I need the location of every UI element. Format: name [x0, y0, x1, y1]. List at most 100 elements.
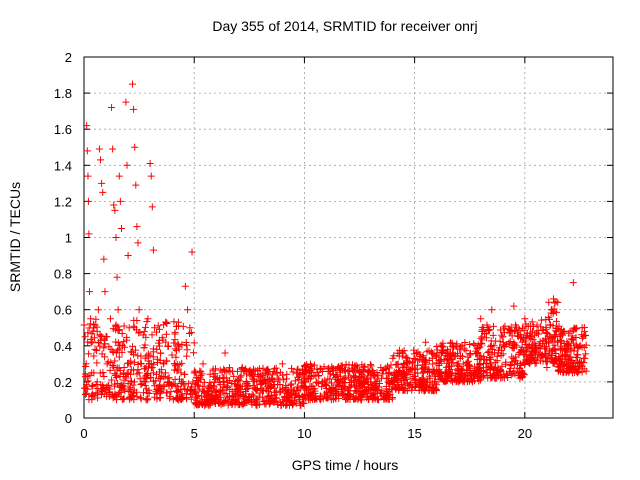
data-point: [517, 331, 525, 339]
data-point: [85, 396, 93, 404]
data-point: [522, 341, 530, 349]
data-point: [112, 322, 120, 330]
data-point: [318, 378, 326, 386]
data-point: [496, 366, 504, 374]
data-point: [163, 320, 171, 328]
data-point: [326, 368, 334, 376]
data-point: [240, 367, 248, 375]
data-point: [346, 368, 354, 376]
data-point: [111, 357, 119, 365]
y-tick-label: 1.8: [54, 86, 72, 101]
data-point: [168, 382, 176, 390]
data-point: [157, 387, 165, 395]
data-point: [170, 339, 178, 347]
data-point: [378, 367, 386, 375]
data-point: [81, 391, 89, 399]
data-point: [96, 342, 104, 350]
data-point: [206, 370, 214, 378]
data-point: [102, 333, 110, 341]
data-point: [499, 341, 507, 349]
data-point: [521, 315, 529, 323]
data-point: [403, 387, 411, 395]
data-point: [96, 332, 104, 340]
data-point: [289, 368, 297, 376]
data-point: [226, 368, 234, 376]
data-point: [132, 346, 140, 354]
data-point: [276, 368, 284, 376]
data-point: [558, 345, 566, 353]
data-point: [140, 377, 148, 385]
data-point: [361, 362, 369, 370]
data-point: [534, 327, 542, 335]
data-point: [418, 380, 426, 388]
data-point: [93, 327, 101, 335]
data-point: [216, 381, 224, 389]
data-point: [482, 356, 490, 364]
data-point: [478, 328, 486, 336]
data-point: [93, 359, 101, 367]
data-point: [502, 358, 510, 366]
data-point: [119, 342, 127, 350]
data-point: [235, 375, 243, 383]
data-point: [175, 341, 183, 349]
data-point: [390, 377, 398, 385]
data-point: [100, 373, 108, 381]
data-point: [187, 328, 195, 336]
data-point: [238, 382, 246, 390]
data-point: [130, 386, 138, 394]
data-point: [120, 376, 128, 384]
data-point: [220, 378, 228, 386]
data-point: [543, 363, 551, 371]
data-point: [354, 396, 362, 404]
data-point: [359, 379, 367, 387]
data-point: [82, 381, 90, 389]
data-point: [129, 343, 137, 351]
data-point: [437, 349, 445, 357]
data-point: [488, 306, 496, 314]
data-point: [458, 352, 466, 360]
data-point: [555, 322, 563, 330]
data-point: [267, 374, 275, 382]
data-point: [206, 401, 214, 409]
data-point: [326, 375, 334, 383]
data-point: [135, 369, 143, 377]
data-point: [574, 351, 582, 359]
y-axis-label: SRMTID / TECUs: [7, 182, 23, 292]
data-point: [497, 331, 505, 339]
data-point: [100, 344, 108, 352]
data-point: [126, 360, 134, 368]
data-point: [310, 361, 318, 369]
data-point: [498, 362, 506, 370]
data-point: [533, 321, 541, 329]
data-point: [266, 399, 274, 407]
data-point: [435, 360, 443, 368]
data-point: [437, 374, 445, 382]
data-point: [198, 370, 206, 378]
data-point: [124, 252, 132, 260]
data-point: [445, 372, 453, 380]
data-point: [487, 337, 495, 345]
data-point: [112, 338, 120, 346]
data-point: [108, 104, 116, 112]
data-point: [162, 330, 170, 338]
data-point: [477, 367, 485, 375]
data-point: [105, 392, 113, 400]
x-tick-label: 15: [407, 426, 421, 441]
data-point: [300, 378, 308, 386]
data-point: [575, 365, 583, 373]
data-point: [582, 341, 590, 349]
data-point: [491, 358, 499, 366]
data-point: [308, 365, 316, 373]
y-tick-label: 1: [65, 231, 72, 246]
data-point: [289, 387, 297, 395]
data-point: [511, 340, 519, 348]
data-point: [156, 394, 164, 402]
data-point: [112, 371, 120, 379]
data-point: [510, 344, 518, 352]
data-point: [225, 364, 233, 372]
data-point: [224, 401, 232, 409]
data-point: [86, 288, 94, 296]
data-point: [89, 390, 97, 398]
data-point: [107, 358, 115, 366]
data-point: [159, 360, 167, 368]
